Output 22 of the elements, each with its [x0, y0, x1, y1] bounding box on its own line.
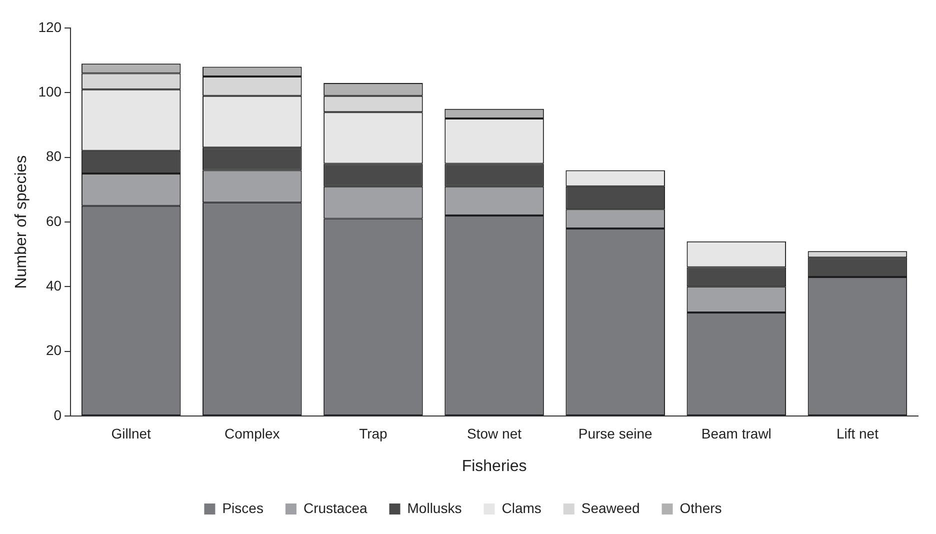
y-tick-label: 40 [46, 278, 62, 294]
legend-label: Seaweed [581, 500, 640, 516]
y-axis-title: Number of species [13, 155, 30, 289]
x-tick-label: Purse seine [578, 425, 653, 442]
x-tick-label: Trap [359, 425, 388, 442]
legend-label: Mollusks [407, 500, 462, 516]
legend-label: Others [680, 500, 722, 516]
x-tick-label: Beam trawl [701, 425, 772, 442]
y-tick-label: 60 [46, 212, 62, 229]
x-tick-label: Complex [224, 425, 280, 442]
x-tick-label: Stow net [467, 425, 522, 442]
y-tick-label: 120 [38, 18, 62, 35]
x-tick-label: Gillnet [111, 425, 152, 442]
y-tick-label: 0 [54, 406, 62, 423]
legend-label: Crustacea [303, 500, 368, 516]
legend-label: Pisces [222, 500, 264, 516]
y-tick-label: 80 [46, 148, 62, 164]
x-tick-label: Lift net [836, 425, 879, 442]
y-tick-label: 100 [38, 84, 62, 100]
y-tick-label: 20 [46, 342, 62, 358]
legend-label: Clams [502, 500, 542, 516]
x-axis-title: Fisheries [462, 458, 527, 475]
